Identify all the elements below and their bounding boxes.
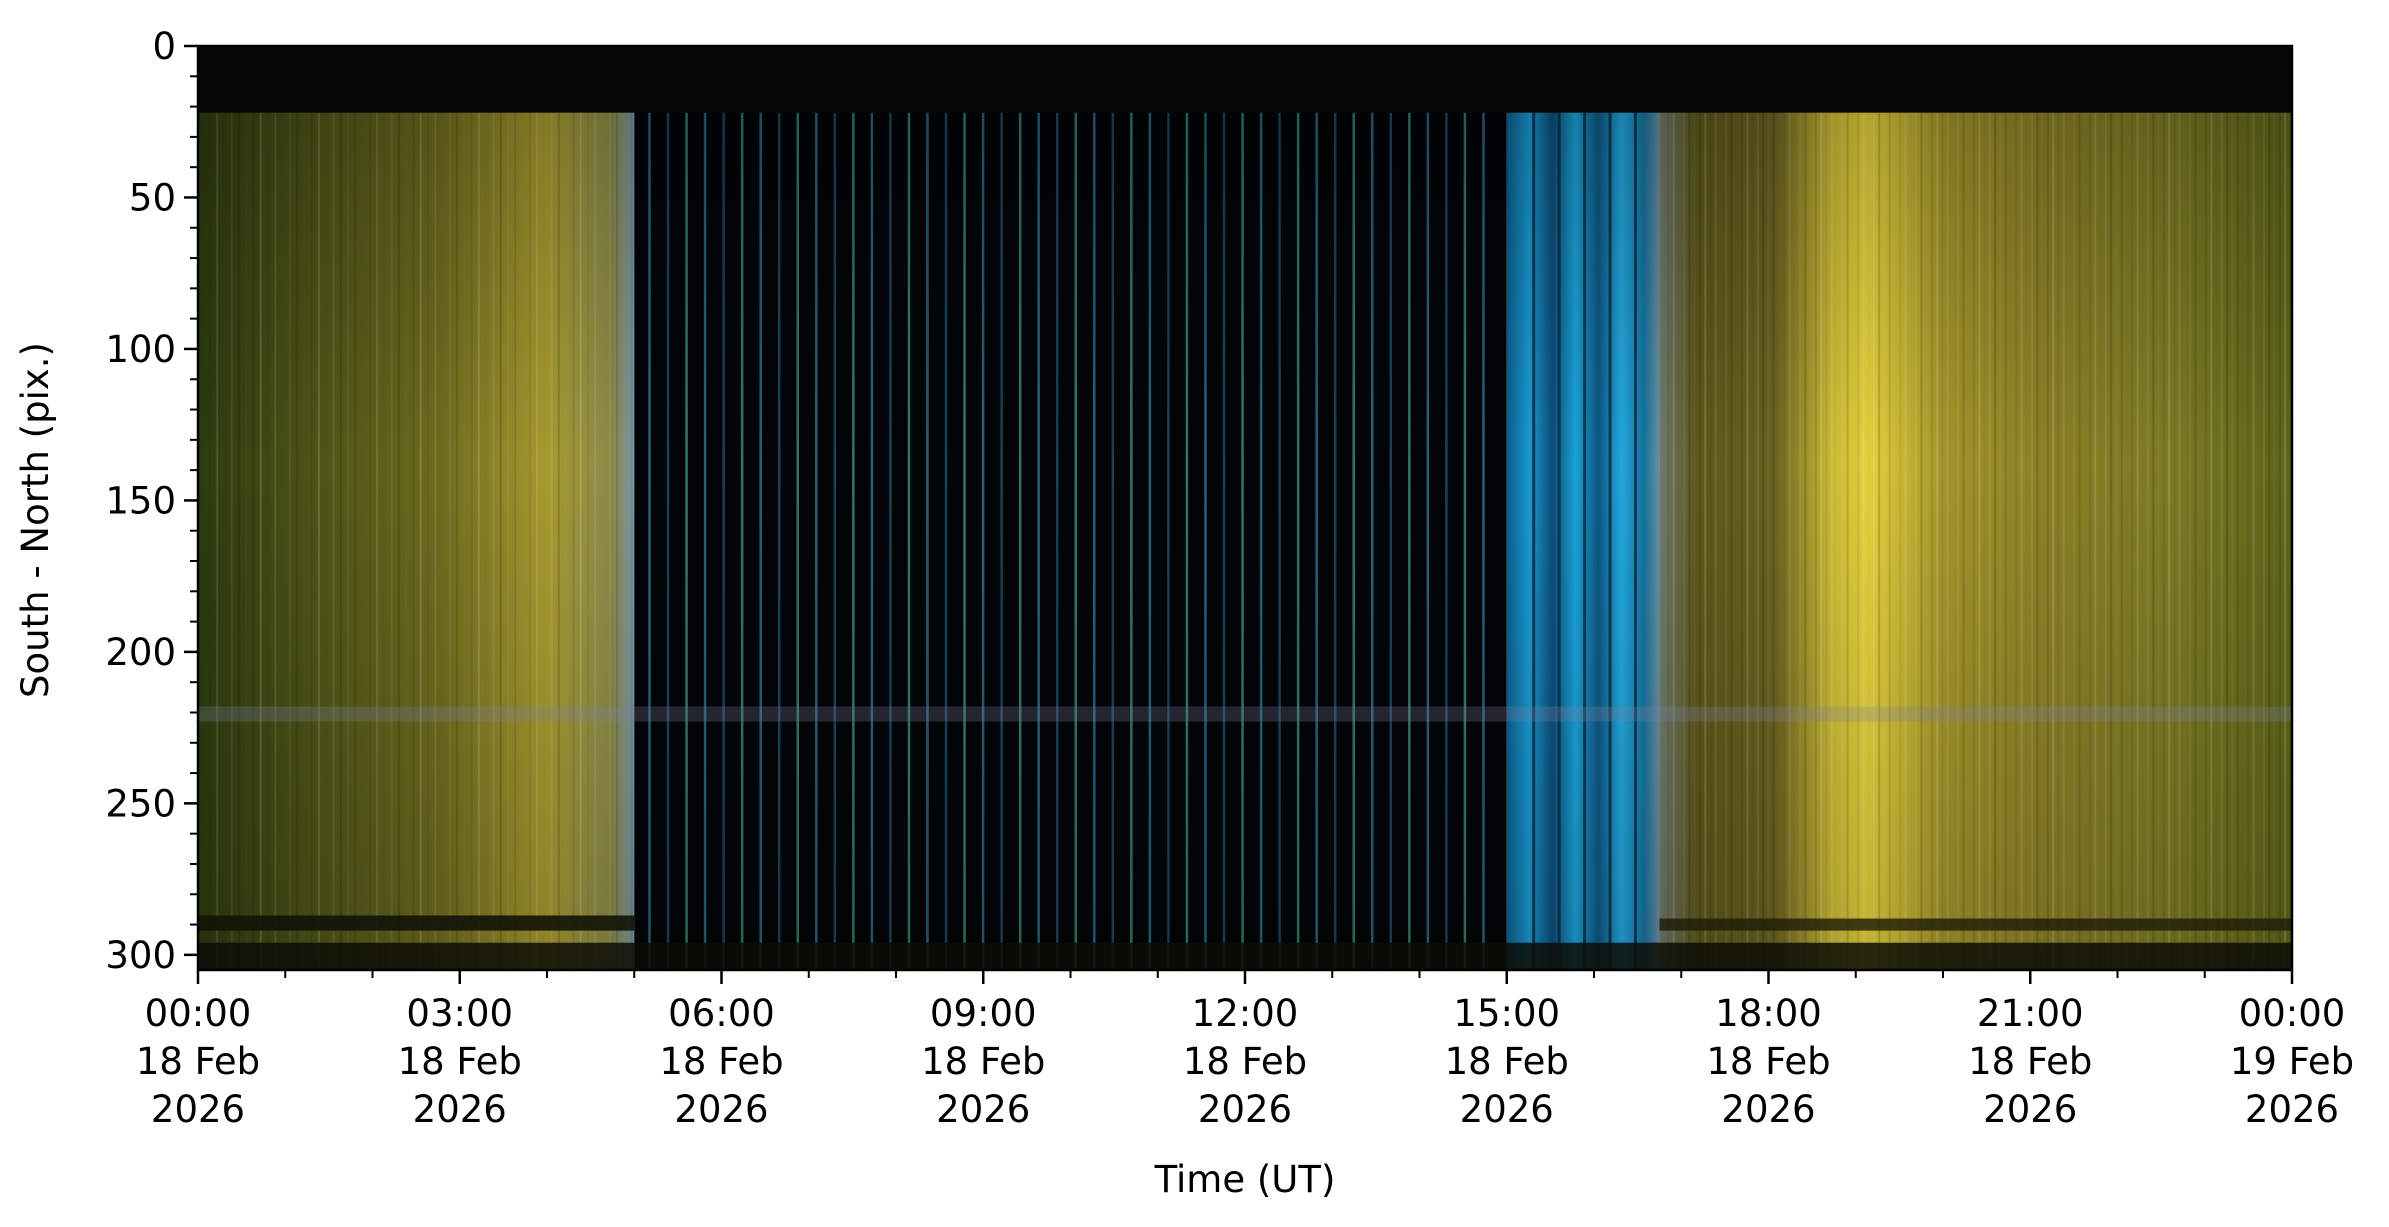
y-tick-label: 100: [105, 328, 176, 371]
bottom-edge-band: [198, 942, 2292, 970]
x-tick-label: 18 Feb: [921, 1040, 1045, 1083]
x-tick-label: 15:00: [1453, 992, 1560, 1035]
x-tick-label: 12:00: [1192, 992, 1299, 1035]
x-tick-label: 18 Feb: [136, 1040, 260, 1083]
y-axis-label: South - North (pix.): [14, 342, 57, 698]
x-tick-label: 00:00: [2239, 992, 2346, 1035]
vertical-shading: [198, 46, 2292, 970]
x-tick-label: 09:00: [930, 992, 1037, 1035]
x-tick-label: 06:00: [668, 992, 775, 1035]
y-tick-label: 250: [105, 782, 176, 825]
x-tick-label: 18 Feb: [659, 1040, 783, 1083]
x-tick-label: 2026: [2245, 1088, 2339, 1131]
x-tick-label: 21:00: [1977, 992, 2084, 1035]
x-tick-label: 00:00: [145, 992, 252, 1035]
horizontal-artefact-line: [198, 706, 2292, 722]
x-tick-label: 03:00: [406, 992, 513, 1035]
x-axis: 00:00 18 Feb 2026 03:00 18 Feb 2026 06:00 18 Fe…: [136, 970, 2354, 1131]
y-tick-label: 50: [129, 176, 176, 219]
bottom-band-right: [1659, 918, 2292, 931]
x-tick-label: 18 Feb: [1183, 1040, 1307, 1083]
y-tick-label: 300: [105, 934, 176, 977]
x-axis-label: Time (UT): [1154, 1158, 1336, 1201]
x-tick-label: 2026: [151, 1088, 245, 1131]
x-tick-label: 19 Feb: [2230, 1040, 2354, 1083]
x-tick-label: 2026: [1721, 1088, 1815, 1131]
x-tick-label: 2026: [674, 1088, 768, 1131]
x-tick-label: 2026: [1983, 1088, 2077, 1131]
y-tick-label: 200: [105, 631, 176, 674]
x-tick-label: 18 Feb: [398, 1040, 522, 1083]
top-dark-band: [198, 46, 2292, 113]
x-tick-label: 18 Feb: [1968, 1040, 2092, 1083]
x-tick-label: 18 Feb: [1706, 1040, 1830, 1083]
x-tick-label: 2026: [1198, 1088, 1292, 1131]
bottom-band-left: [198, 915, 635, 931]
x-tick-label: 18:00: [1715, 992, 1822, 1035]
x-tick-label: 2026: [413, 1088, 507, 1131]
x-tick-label: 2026: [936, 1088, 1030, 1131]
y-tick-label: 0: [152, 25, 176, 68]
x-tick-label: 18 Feb: [1445, 1040, 1569, 1083]
y-tick-label: 150: [105, 479, 176, 522]
x-tick-label: 2026: [1460, 1088, 1554, 1131]
y-axis: 0 50 100 150 200 250 300: [105, 25, 198, 977]
